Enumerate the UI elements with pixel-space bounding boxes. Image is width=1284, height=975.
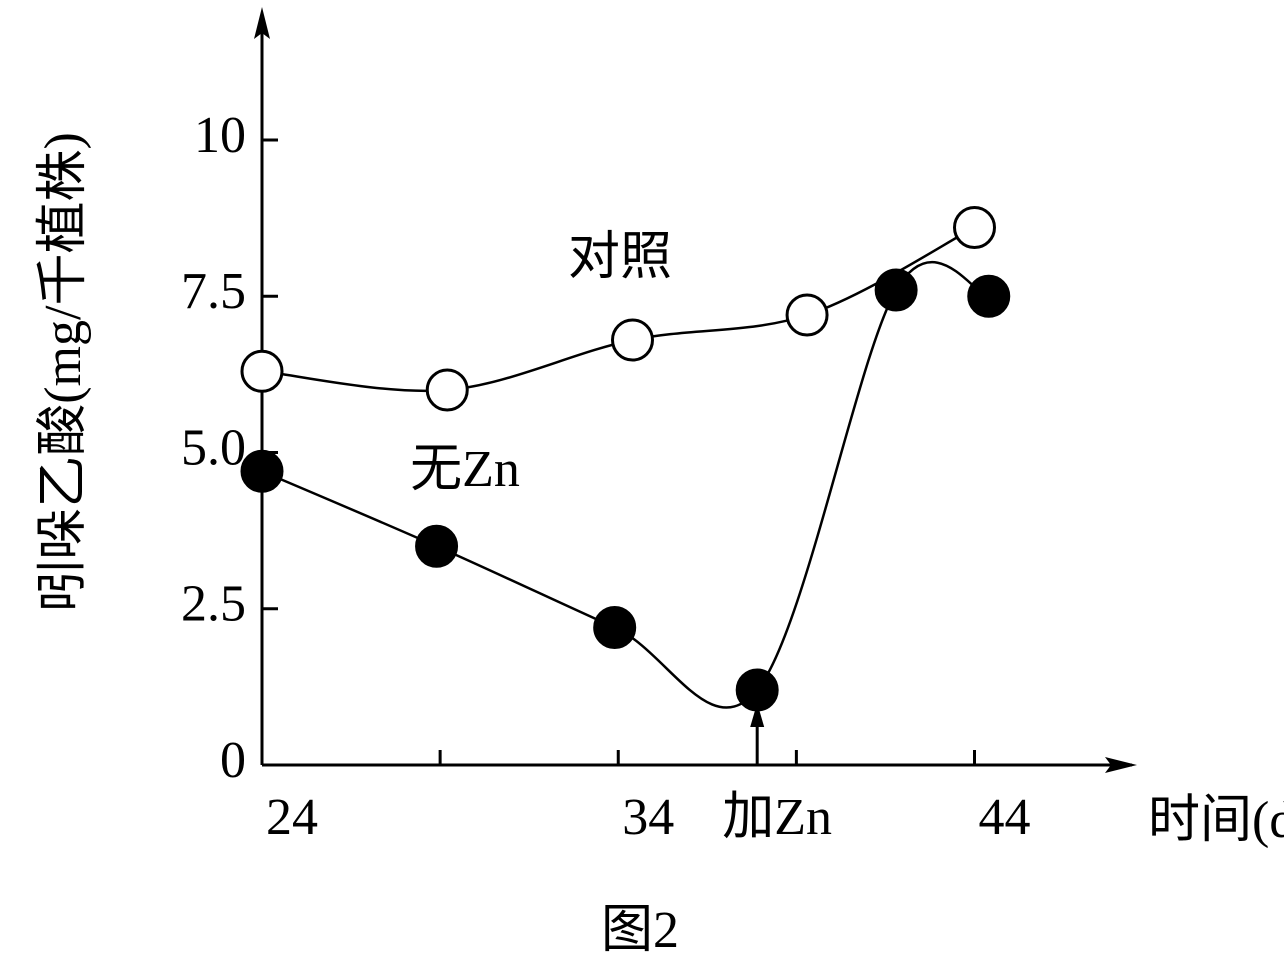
y-tick-label: 0: [220, 732, 246, 789]
x-axis-arrow: [1105, 757, 1137, 773]
data-point: [415, 524, 459, 568]
data-point: [593, 606, 637, 649]
data-point: [874, 268, 918, 312]
y-tick-label: 10: [194, 107, 246, 164]
data-point: [240, 449, 284, 493]
series-label: 无Zn: [410, 441, 520, 498]
annotation-label: 加Zn: [722, 789, 832, 846]
data-point: [967, 274, 1011, 318]
data-point: [785, 293, 829, 337]
data-point: [240, 349, 284, 393]
data-point: [735, 668, 779, 712]
y-axis-arrow: [254, 7, 270, 39]
series-label: 对照: [568, 229, 672, 286]
data-point: [953, 206, 996, 249]
y-axis-label: 吲哚乙酸(mg/千植株): [35, 132, 92, 612]
y-tick-label: 5.0: [181, 419, 246, 476]
x-tick-label: 44: [979, 789, 1031, 846]
x-tick-label: 34: [622, 789, 674, 846]
data-point: [611, 318, 654, 362]
caption: 图2: [601, 902, 679, 959]
data-point: [425, 368, 469, 412]
annotation-arrowhead: [750, 703, 765, 727]
x-tick-label: 24: [266, 789, 318, 846]
x-axis-label: 时间(d): [1148, 792, 1284, 849]
y-tick-label: 7.5: [181, 263, 246, 320]
y-tick-label: 2.5: [181, 576, 246, 633]
